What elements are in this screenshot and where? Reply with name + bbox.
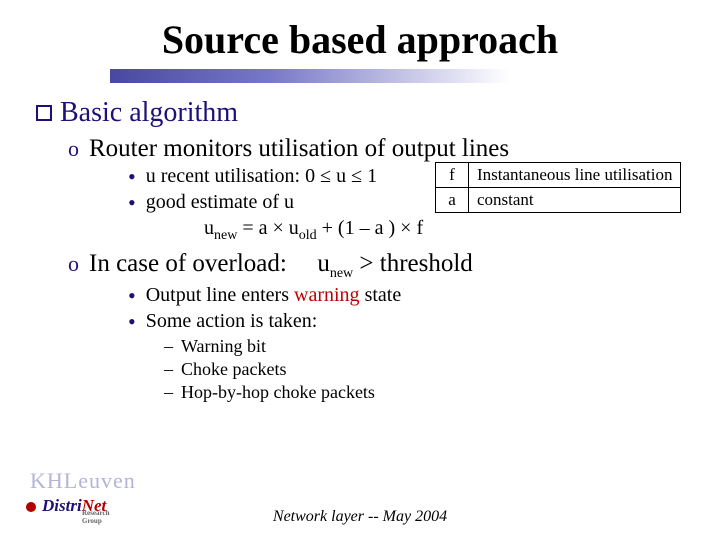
dash-choke-packets: – Choke packets <box>164 359 684 380</box>
subitem-text: good estimate of u <box>146 191 294 214</box>
dash-hop-by-hop: – Hop-by-hop choke packets <box>164 382 684 403</box>
subitem-text: u recent utilisation: 0 ≤ u ≤ 1 <box>146 165 377 188</box>
dot-bullet-icon: • <box>128 191 136 215</box>
warning-text: warning <box>294 284 360 306</box>
table-row: a constant <box>436 188 681 213</box>
logo-distrinet: DistriNet Research Group <box>42 496 106 516</box>
dot-bullet-icon: • <box>128 284 136 308</box>
heading-text: Basic algorithm <box>60 97 238 129</box>
logo: KHLeuven DistriNet Research Group <box>24 468 184 516</box>
dash-bullet-icon: – <box>164 359 173 380</box>
text-fragment: + (1 <box>317 217 360 239</box>
text-fragment: f <box>411 217 423 239</box>
text-fragment: 1 <box>362 165 377 187</box>
subscript: new <box>214 228 237 243</box>
text-fragment: u <box>204 217 214 239</box>
square-bullet-icon <box>36 105 52 121</box>
text-fragment: u <box>317 250 330 277</box>
item-text: Router monitors utilisation of output li… <box>89 135 509 163</box>
circle-bullet-icon: o <box>68 250 79 278</box>
dash-warning-bit: – Warning bit <box>164 336 684 357</box>
slide-root: Source based approach Basic algorithm o … <box>0 0 720 540</box>
subscript: old <box>299 228 317 243</box>
dot-bullet-icon: • <box>128 310 136 334</box>
table-row: f Instantaneous line utilisation <box>436 163 681 188</box>
item-overload: o In case of overload: unew > threshold <box>68 250 684 282</box>
dash-text: Warning bit <box>181 336 266 357</box>
formula-unew: unew = a × uold + (1 – a ) × f <box>204 217 684 244</box>
title-underline <box>110 69 510 83</box>
text-fragment: In case of overload: <box>89 250 287 277</box>
logo-dot-icon <box>26 502 36 512</box>
logo-khl-text: KHLeuven <box>30 468 136 494</box>
subscript: new <box>330 266 353 281</box>
subitem-text: Some action is taken: <box>146 310 318 333</box>
dash-text: Choke packets <box>181 359 286 380</box>
subitem-text: Output line enters warning state <box>146 284 402 307</box>
item-router-monitors: o Router monitors utilisation of output … <box>68 135 684 163</box>
text-fragment: > threshold <box>353 250 473 277</box>
heading-basic-algorithm: Basic algorithm <box>36 97 684 129</box>
dash-bullet-icon: – <box>164 382 173 403</box>
text-fragment: Output line enters <box>146 284 294 306</box>
times-symbol: × <box>400 217 411 239</box>
text-fragment: u <box>289 217 299 239</box>
item-text: In case of overload: unew > threshold <box>89 250 473 282</box>
text-fragment: state <box>360 284 402 306</box>
text-fragment: a ) <box>370 217 401 239</box>
minus-symbol: – <box>360 217 370 239</box>
text-fragment: = a <box>237 217 272 239</box>
dash-text: Hop-by-hop choke packets <box>181 382 375 403</box>
subitem-warning-state: • Output line enters warning state <box>128 284 684 308</box>
definitions-table: f Instantaneous line utilisation a const… <box>435 162 681 213</box>
table-cell-def: constant <box>469 188 681 213</box>
slide-title: Source based approach <box>0 0 720 69</box>
text-fragment: u recent utilisation: 0 <box>146 165 320 187</box>
text-fragment: u <box>331 165 351 187</box>
table-cell-def: Instantaneous line utilisation <box>469 163 681 188</box>
subitem-action-taken: • Some action is taken: <box>128 310 684 334</box>
dot-bullet-icon: • <box>128 165 136 189</box>
slide-content: Basic algorithm o Router monitors utilis… <box>0 83 720 403</box>
dash-bullet-icon: – <box>164 336 173 357</box>
table-cell-symbol: a <box>436 188 469 213</box>
times-symbol: × <box>272 217 283 239</box>
circle-bullet-icon: o <box>68 135 79 163</box>
logo-part1: Distri <box>42 496 82 515</box>
table-cell-symbol: f <box>436 163 469 188</box>
logo-subline: Research Group <box>82 509 109 525</box>
